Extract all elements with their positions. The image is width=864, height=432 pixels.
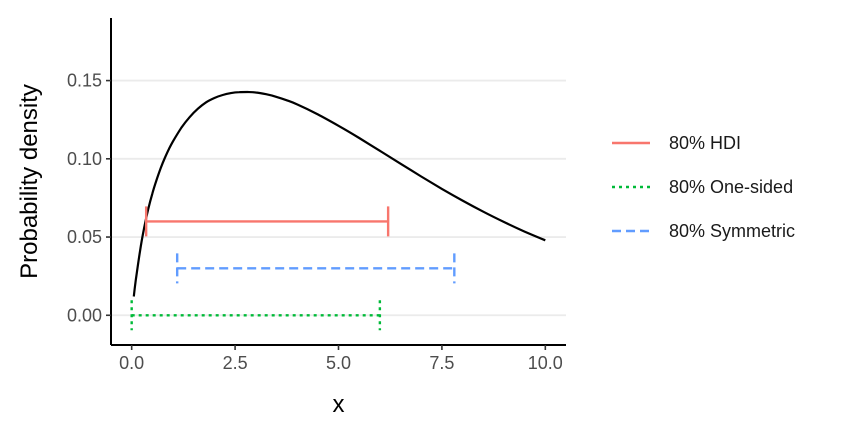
x-tick-label: 5.0 [326,353,351,373]
x-tick-label: 10.0 [528,353,563,373]
interval-80-hdi [144,206,390,237]
legend-label: 80% One-sided [669,177,793,197]
interval-80-one-sided [130,300,382,331]
x-tick-label: 7.5 [429,353,454,373]
x-axis-title: x [333,391,345,418]
x-tick-label: 0.0 [119,353,144,373]
y-tick-label: 0.15 [67,71,102,91]
x-tick-label: 2.5 [223,353,248,373]
legend-label: 80% Symmetric [669,221,795,241]
legend-label: 80% HDI [669,133,741,153]
interval-80-symmetric [175,253,456,284]
density-curve [132,90,546,297]
grid-lines [111,79,566,317]
y-tick-label: 0.10 [67,149,102,169]
y-tick-label: 0.00 [67,305,102,325]
x-axis-ticks: 0.0 2.5 5.0 7.5 10.0 [119,345,563,373]
y-tick-label: 0.05 [67,227,102,247]
y-axis-title: Probability density [16,84,43,279]
y-axis-ticks: 0.00 0.05 0.10 0.15 [67,71,111,325]
legend: 80% HDI 80% One-sided 80% Symmetric [612,133,795,241]
interval-bars [130,206,456,331]
